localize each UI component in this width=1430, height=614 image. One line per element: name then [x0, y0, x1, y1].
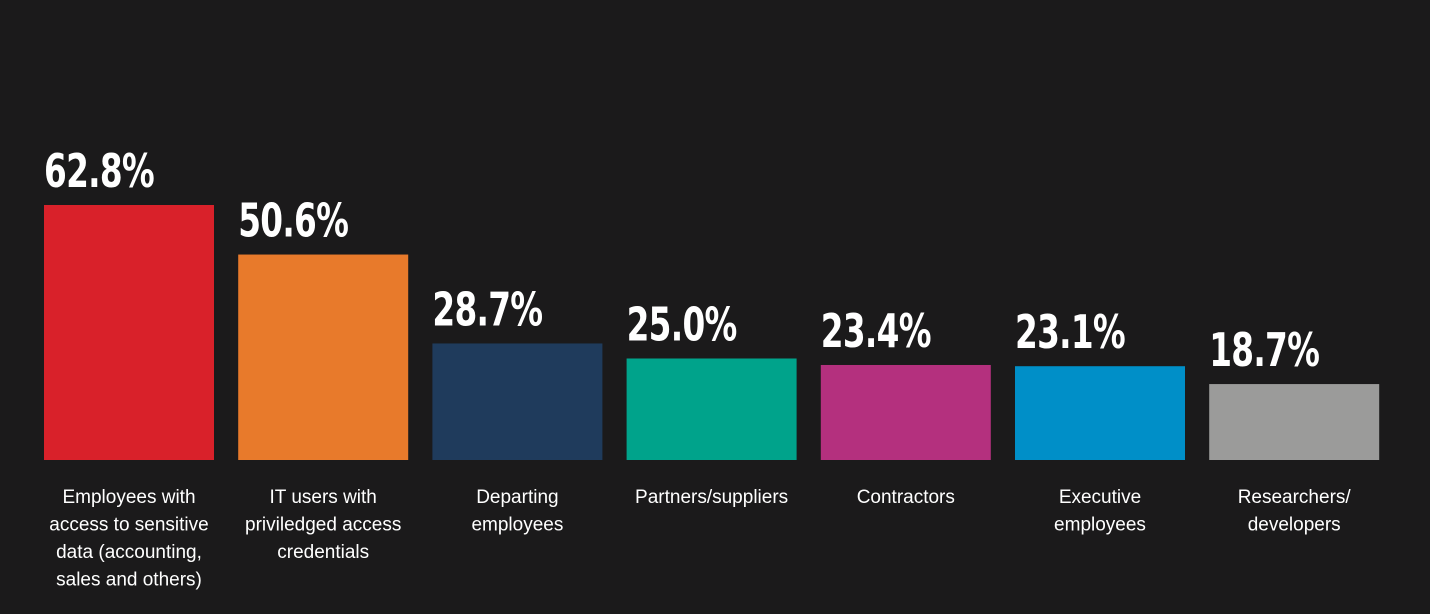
bar-4: [626, 358, 797, 460]
category-label-line: sales and others): [56, 570, 202, 591]
category-label-1: Employees with access to sensitive data (a…: [49, 487, 208, 591]
value-labels-group: 62.8% 50.6% 28.7% 25.0% 23.4% 23.1% 18.7%: [44, 144, 1320, 377]
value-label-7: 18.7%: [1209, 323, 1319, 377]
bar-5: [820, 364, 991, 460]
bar-2: [238, 254, 409, 460]
category-label-4: Partners/suppliers: [635, 487, 788, 508]
category-label-line: developers: [1248, 515, 1341, 536]
bar-1: [44, 205, 214, 460]
category-label-line: Employees with: [62, 487, 195, 508]
category-label-line: employees: [471, 515, 563, 536]
category-label-line: data (accounting,: [56, 542, 202, 563]
category-label-line: Contractors: [857, 487, 955, 508]
category-label-line: priviledged access: [245, 515, 401, 536]
value-label-1: 62.8%: [44, 144, 154, 198]
category-label-line: access to sensitive: [49, 515, 208, 536]
category-label-line: IT users with: [270, 487, 377, 508]
bars-group: [44, 205, 1380, 460]
category-label-2: IT users with priviledged access credentia…: [245, 487, 401, 563]
category-label-line: credentials: [277, 542, 369, 563]
bar-7: [1209, 384, 1380, 460]
category-label-6: Executive employees: [1054, 487, 1146, 536]
category-label-5: Contractors: [857, 487, 955, 508]
category-label-line: Partners/suppliers: [635, 487, 788, 508]
value-label-3: 28.7%: [432, 282, 542, 336]
category-labels-group: Employees with access to sensitive data (a…: [49, 487, 1351, 591]
value-label-5: 23.4%: [821, 304, 931, 358]
value-label-4: 25.0%: [627, 297, 737, 351]
value-label-2: 50.6%: [238, 194, 348, 248]
category-label-3: Departing employees: [471, 487, 563, 536]
category-label-7: Researchers/developers: [1238, 487, 1352, 536]
category-label-line: employees: [1054, 515, 1146, 536]
category-label-line: Researchers/: [1238, 487, 1352, 508]
bar-3: [432, 343, 603, 460]
category-label-line: Departing: [476, 487, 558, 508]
category-label-line: Executive: [1059, 487, 1141, 508]
value-label-6: 23.1%: [1015, 305, 1125, 359]
bar-6: [1015, 366, 1185, 460]
